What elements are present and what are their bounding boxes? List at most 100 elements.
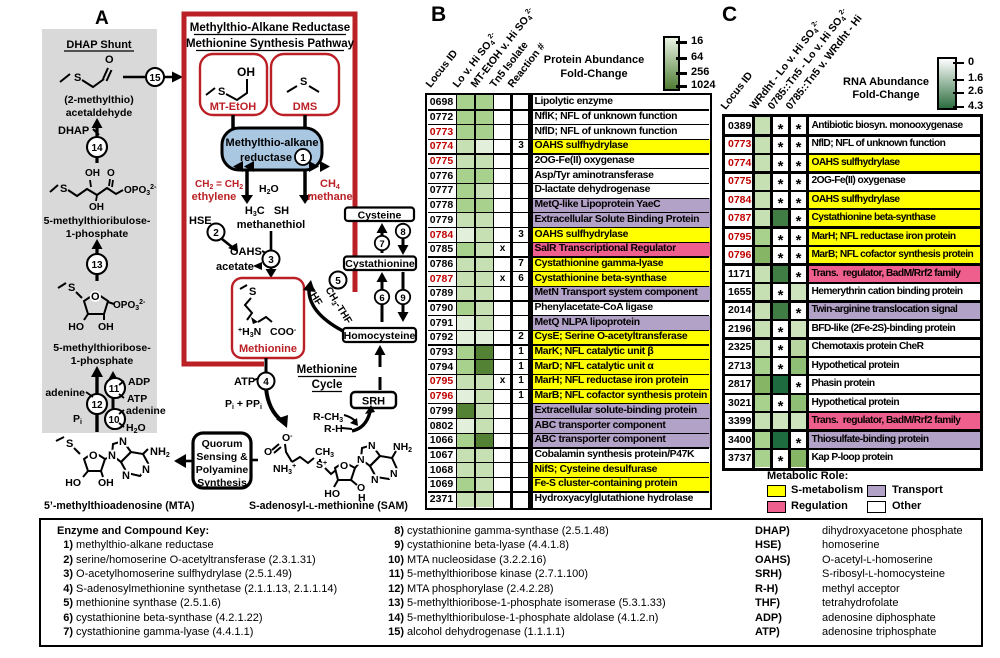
svg-text:5-methylthioribulose-: 5-methylthioribulose- bbox=[44, 215, 151, 227]
svg-text:S: S bbox=[300, 76, 307, 88]
svg-text:1: 1 bbox=[300, 153, 306, 164]
svg-text:6: 6 bbox=[379, 293, 384, 304]
svg-text:Cysteine: Cysteine bbox=[358, 210, 402, 222]
svg-text:NH3+: NH3+ bbox=[273, 463, 296, 476]
svg-text:3: 3 bbox=[268, 255, 274, 266]
svg-text:Methylthio-alkane: Methylthio-alkane bbox=[226, 137, 319, 149]
svg-text:HO: HO bbox=[324, 488, 340, 500]
svg-text:H3C SH: H3C SH bbox=[245, 205, 289, 218]
svg-text:OH: OH bbox=[98, 477, 114, 489]
svg-text:Quorum: Quorum bbox=[202, 438, 243, 450]
svg-text:O-: O- bbox=[282, 432, 293, 444]
svg-text:DHAP: DHAP bbox=[58, 125, 89, 137]
svg-text:S: S bbox=[60, 183, 67, 195]
svg-text:ADP: ADP bbox=[128, 376, 150, 388]
svg-text:acetaldehyde: acetaldehyde bbox=[66, 107, 133, 119]
svg-text:Synthesis: Synthesis bbox=[197, 477, 247, 489]
svg-text:DHAP Shunt: DHAP Shunt bbox=[66, 39, 132, 51]
svg-text:1-phosphate: 1-phosphate bbox=[66, 228, 129, 240]
svg-text:adenine: adenine bbox=[45, 387, 85, 399]
svg-text:S: S bbox=[249, 286, 256, 298]
svg-text:7: 7 bbox=[379, 239, 384, 250]
svg-text:reductase: reductase bbox=[240, 152, 292, 164]
svg-text:(2-methylthio): (2-methylthio) bbox=[64, 94, 133, 106]
svg-text:COO-: COO- bbox=[270, 326, 297, 338]
svg-text:MT-EtOH: MT-EtOH bbox=[210, 101, 256, 113]
svg-text:H: H bbox=[358, 492, 366, 504]
svg-text:OH: OH bbox=[237, 65, 255, 79]
svg-text:OH: OH bbox=[98, 321, 114, 333]
svg-text:S: S bbox=[68, 282, 75, 294]
svg-text:ATP: ATP bbox=[127, 393, 147, 405]
svg-text:Sensing &: Sensing & bbox=[196, 451, 248, 463]
svg-text:8: 8 bbox=[400, 227, 405, 238]
svg-text:5-methylthioribose-: 5-methylthioribose- bbox=[53, 342, 151, 354]
svg-text:S: S bbox=[74, 72, 81, 84]
svg-text:CH4: CH4 bbox=[320, 178, 340, 191]
svg-text:Methionine: Methionine bbox=[239, 343, 297, 355]
svg-text:Cycle: Cycle bbox=[312, 379, 343, 391]
svg-text:O: O bbox=[357, 482, 365, 494]
svg-text:HO: HO bbox=[65, 477, 81, 489]
svg-text:methane: methane bbox=[307, 191, 352, 203]
svg-text:R-CH3: R-CH3 bbox=[313, 411, 343, 424]
svg-text:ATP: ATP bbox=[234, 376, 255, 388]
svg-text:10: 10 bbox=[108, 415, 120, 426]
svg-text:+H3N: +H3N bbox=[238, 326, 261, 339]
svg-text:A: A bbox=[95, 8, 109, 29]
svg-text:Pi + PPi: Pi + PPi bbox=[225, 398, 262, 411]
svg-text:NH2: NH2 bbox=[393, 441, 412, 454]
svg-text:14: 14 bbox=[91, 143, 103, 154]
svg-text:4: 4 bbox=[263, 377, 269, 388]
svg-text:HO: HO bbox=[68, 321, 84, 333]
svg-text:Polyamine: Polyamine bbox=[196, 464, 249, 476]
svg-text:O: O bbox=[264, 446, 272, 458]
svg-text:N: N bbox=[357, 454, 365, 466]
svg-text:adenine: adenine bbox=[126, 405, 166, 417]
svg-text:NH2: NH2 bbox=[150, 446, 170, 459]
svg-text:SRH: SRH bbox=[362, 396, 385, 408]
svg-text:O: O bbox=[340, 460, 348, 472]
svg-text:methanethiol: methanethiol bbox=[237, 219, 305, 231]
svg-text:O: O bbox=[91, 291, 100, 303]
svg-text:OH: OH bbox=[89, 202, 104, 213]
svg-text:OH: OH bbox=[85, 168, 100, 179]
svg-text:S+: S+ bbox=[316, 459, 327, 471]
svg-text:N: N bbox=[368, 440, 376, 452]
svg-text:N: N bbox=[390, 468, 398, 480]
svg-text:N: N bbox=[122, 470, 130, 482]
svg-text:Methionine: Methionine bbox=[297, 364, 358, 376]
svg-text:O: O bbox=[105, 54, 114, 66]
svg-text:O: O bbox=[89, 450, 98, 462]
svg-text:2: 2 bbox=[213, 228, 219, 239]
svg-text:acetate: acetate bbox=[216, 261, 254, 273]
svg-text:9: 9 bbox=[400, 293, 405, 304]
svg-text:11: 11 bbox=[109, 384, 120, 395]
svg-text:13: 13 bbox=[91, 260, 103, 271]
svg-text:Cystathionine: Cystathionine bbox=[345, 258, 415, 270]
svg-text:Methylthio-Alkane Reductase: Methylthio-Alkane Reductase bbox=[190, 22, 350, 34]
svg-text:OAHS: OAHS bbox=[230, 246, 262, 258]
svg-text:CH2 = CH2: CH2 = CH2 bbox=[195, 179, 243, 191]
svg-text:Homocysteine: Homocysteine bbox=[344, 330, 416, 342]
svg-text:1-phosphate: 1-phosphate bbox=[71, 355, 134, 367]
svg-text:15: 15 bbox=[149, 73, 161, 84]
svg-text:N: N bbox=[119, 436, 127, 448]
svg-text:ethylene: ethylene bbox=[192, 191, 237, 203]
svg-text:H2O: H2O bbox=[259, 183, 279, 196]
svg-text:N: N bbox=[142, 464, 150, 476]
svg-text:THF: THF bbox=[304, 286, 324, 308]
svg-text:O: O bbox=[107, 168, 115, 179]
svg-text:CH3: CH3 bbox=[315, 446, 334, 459]
svg-text:H2O: H2O bbox=[126, 422, 146, 435]
svg-text:N: N bbox=[108, 450, 116, 462]
svg-text:S: S bbox=[66, 438, 73, 450]
svg-text:5: 5 bbox=[335, 276, 341, 287]
svg-text:Pi: Pi bbox=[73, 413, 82, 426]
svg-text:S: S bbox=[218, 86, 225, 98]
svg-text:N: N bbox=[371, 474, 379, 486]
svg-text:S-adenosyl-L-methionine (SAM): S-adenosyl-L-methionine (SAM) bbox=[249, 500, 408, 512]
svg-text:DMS: DMS bbox=[293, 101, 317, 113]
svg-text:12: 12 bbox=[91, 400, 103, 411]
svg-text:R-H: R-H bbox=[324, 423, 343, 435]
